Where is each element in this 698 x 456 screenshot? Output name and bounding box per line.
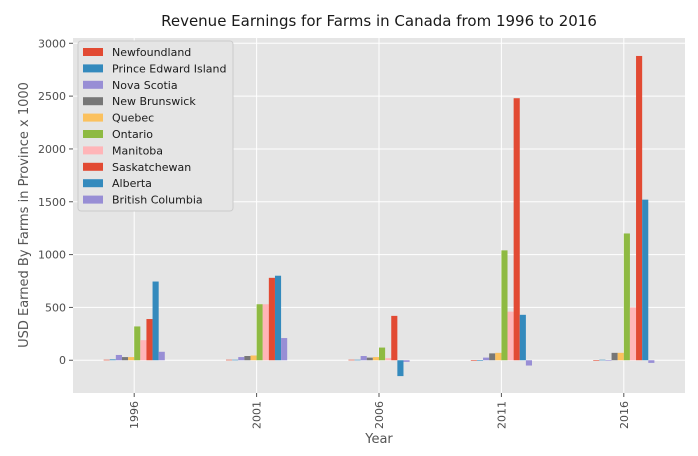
bar xyxy=(648,360,655,363)
legend-swatch xyxy=(83,64,103,73)
bar xyxy=(256,304,263,361)
bar xyxy=(158,351,165,361)
bar xyxy=(397,360,404,377)
legend-swatch xyxy=(83,146,103,155)
bar xyxy=(599,359,606,361)
bar xyxy=(623,233,630,361)
bar xyxy=(507,311,514,361)
bar xyxy=(103,359,110,361)
x-tick-label: 2001 xyxy=(251,401,264,429)
bar xyxy=(629,307,637,361)
y-tick-label: 2000 xyxy=(38,143,66,156)
legend-label: British Columbia xyxy=(112,194,203,207)
bar xyxy=(593,360,600,361)
bar xyxy=(268,277,275,361)
bar xyxy=(366,357,373,361)
bar xyxy=(379,347,386,361)
bar xyxy=(152,281,159,361)
legend-swatch xyxy=(83,80,103,89)
bar xyxy=(244,356,251,361)
bar xyxy=(140,340,147,361)
legend-swatch xyxy=(83,97,103,106)
legend-label: New Brunswick xyxy=(112,95,196,108)
bar xyxy=(360,356,367,361)
legend-swatch xyxy=(83,130,103,138)
bar xyxy=(372,357,379,361)
bar xyxy=(605,360,612,361)
legend-label: Quebec xyxy=(112,112,154,125)
y-tick-label: 1500 xyxy=(38,196,66,209)
bar xyxy=(262,304,269,361)
y-tick-label: 2500 xyxy=(38,90,66,103)
bar xyxy=(115,354,122,361)
y-tick-label: 500 xyxy=(45,301,66,314)
bar xyxy=(642,199,649,361)
bar xyxy=(391,315,398,361)
x-tick-label: 2016 xyxy=(618,401,631,429)
bar xyxy=(146,319,153,361)
bar xyxy=(636,55,643,361)
legend-label: Newfoundland xyxy=(112,46,191,59)
legend-label: Manitoba xyxy=(112,144,163,157)
legend-swatch xyxy=(83,113,103,122)
bar xyxy=(121,357,129,361)
bar xyxy=(274,275,282,361)
bar xyxy=(611,352,618,361)
x-tick-label: 2011 xyxy=(495,401,508,429)
x-tick-label: 1996 xyxy=(128,401,141,429)
bar xyxy=(513,98,520,361)
bars xyxy=(103,55,655,377)
legend-label: Nova Scotia xyxy=(112,79,178,92)
bar xyxy=(403,360,410,362)
legend-label: Prince Edward Island xyxy=(112,62,227,75)
y-tick-label: 1000 xyxy=(38,249,66,262)
y-axis-ticks: 0 500 1000 1500 2000 2500 3000 xyxy=(38,37,73,367)
y-tick-label: 0 xyxy=(59,354,66,367)
bar xyxy=(238,357,245,361)
bar xyxy=(281,338,288,361)
bar xyxy=(226,359,233,361)
bar xyxy=(128,357,135,361)
x-axis-label: Year xyxy=(364,432,393,447)
bar xyxy=(483,357,490,361)
bar xyxy=(476,360,484,361)
legend-swatch xyxy=(83,48,103,56)
legend-label: Saskatchewan xyxy=(112,161,191,174)
legend: Newfoundland Prince Edward Island Nova Sco… xyxy=(77,40,234,212)
legend-swatch xyxy=(83,195,103,204)
bar xyxy=(109,359,116,361)
bar xyxy=(489,353,496,361)
bar xyxy=(354,359,361,361)
y-axis-label: USD Earned By Farms in Province x 1000 xyxy=(17,82,32,348)
bar xyxy=(470,360,477,361)
bar xyxy=(134,326,141,361)
bar xyxy=(232,359,239,361)
bar xyxy=(495,352,502,361)
chart-title: Revenue Earnings for Farms in Canada fro… xyxy=(161,12,597,30)
bar xyxy=(385,358,392,361)
bar xyxy=(501,250,508,361)
bar xyxy=(348,359,355,361)
legend-box xyxy=(77,40,234,212)
bar xyxy=(519,314,526,361)
x-axis-ticks: 1996 2001 2006 2011 2016 xyxy=(128,393,631,429)
legend-label: Alberta xyxy=(112,177,152,190)
bar xyxy=(525,360,532,366)
x-tick-label: 2006 xyxy=(373,401,386,429)
legend-swatch xyxy=(83,162,103,171)
bar xyxy=(617,352,624,361)
y-tick-label: 3000 xyxy=(38,37,66,50)
legend-label: Ontario xyxy=(112,128,153,141)
legend-swatch xyxy=(83,179,103,188)
bar xyxy=(250,355,257,361)
